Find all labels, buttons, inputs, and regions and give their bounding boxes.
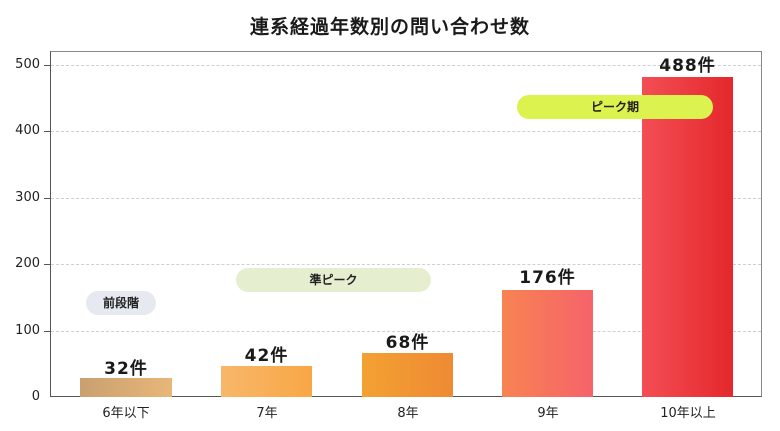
bar-value-label: 176件 — [519, 268, 576, 288]
y-tick-label: 300 — [15, 190, 40, 205]
y-tick-label: 200 — [15, 256, 40, 271]
x-tick-label: 7年 — [256, 406, 278, 421]
y-tick-mark — [44, 131, 51, 132]
gridline-100 — [51, 331, 761, 332]
gridline-300 — [51, 198, 761, 199]
annotation-sub-peak: 準ピーク — [236, 268, 431, 292]
y-tick-mark — [44, 65, 51, 66]
y-tick-label: 400 — [15, 123, 40, 138]
bar-6-years-or-less — [80, 378, 172, 397]
x-tick-label: 6年以下 — [102, 406, 150, 421]
y-tick-label: 0 — [31, 389, 40, 404]
gridline-400 — [51, 131, 761, 132]
y-tick-mark — [44, 198, 51, 199]
y-tick-mark — [44, 264, 51, 265]
y-tick-label: 100 — [15, 323, 40, 338]
x-tick-label: 9年 — [537, 406, 559, 421]
gridline-500 — [51, 65, 761, 66]
bar-9-years — [502, 290, 593, 397]
bar-10-years-or-more — [642, 77, 733, 397]
x-tick-label: 10年以上 — [660, 406, 716, 421]
bar-8-years — [362, 353, 453, 397]
x-tick-label: 8年 — [397, 406, 419, 421]
bar-value-label: 488件 — [659, 56, 716, 76]
y-tick-mark — [44, 331, 51, 332]
bar-value-label: 42件 — [244, 346, 289, 366]
annotation-peak-period: ピーク期 — [517, 95, 713, 119]
bar-value-label: 32件 — [104, 359, 148, 379]
annotation-pre-stage: 前段階 — [86, 291, 156, 315]
y-tick-label: 500 — [15, 57, 40, 72]
chart-title: 連系経過年数別の問い合わせ数 — [249, 16, 530, 38]
bar-value-label: 68件 — [385, 333, 430, 353]
gridline-200 — [51, 264, 761, 265]
bar-7-years — [221, 366, 312, 397]
